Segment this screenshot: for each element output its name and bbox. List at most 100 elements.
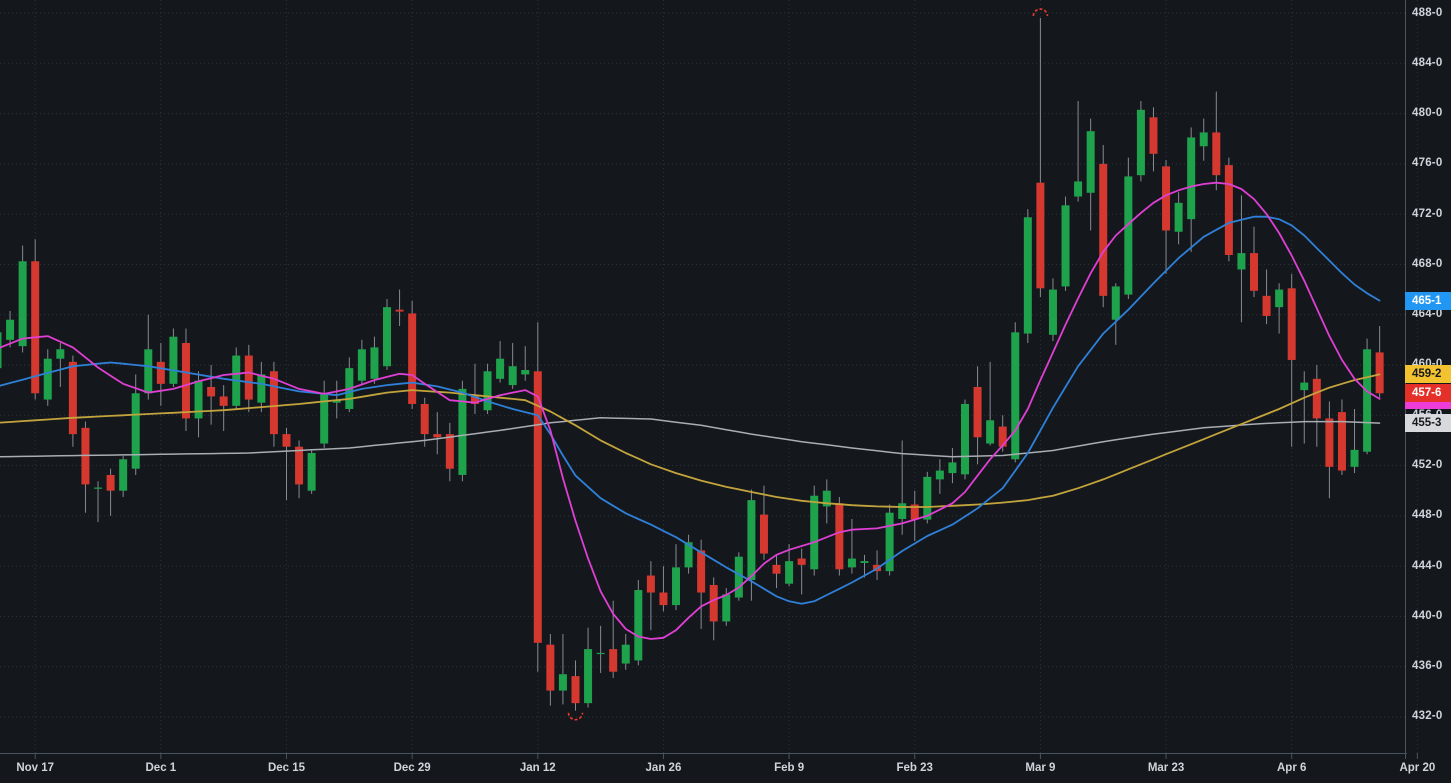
candle <box>106 468 115 516</box>
candle <box>986 361 995 446</box>
candle-body-up <box>144 349 153 394</box>
price-axis-label: 436-0 <box>1412 660 1443 673</box>
candle-body-up <box>1023 217 1032 334</box>
candle-body-up <box>822 490 831 507</box>
candle-body-down <box>1149 117 1158 154</box>
candle-body-up <box>961 403 970 475</box>
candle-body-down <box>433 434 442 438</box>
price-axis-label: 468-0 <box>1412 257 1443 270</box>
candle <box>1086 118 1095 231</box>
candle <box>94 481 103 523</box>
candle <box>533 322 542 672</box>
candle-body-down <box>295 446 304 485</box>
candle-body-up <box>1011 332 1020 460</box>
candle <box>546 634 555 706</box>
candle <box>747 489 756 601</box>
candle <box>697 539 706 629</box>
candle <box>307 449 316 494</box>
candle-body-up <box>885 512 894 572</box>
candle-body-up <box>131 393 140 469</box>
candle-body-up <box>672 567 681 606</box>
candle <box>1111 283 1120 345</box>
candle <box>584 627 593 708</box>
candle-body-down <box>1250 253 1258 291</box>
price-axis-label: 452-0 <box>1412 459 1443 472</box>
candle-body-up <box>43 358 52 400</box>
candle <box>847 518 856 574</box>
candle <box>935 459 944 494</box>
candle <box>1124 157 1133 299</box>
candle <box>759 485 768 560</box>
candle-body-down <box>973 386 982 438</box>
candle <box>68 355 77 447</box>
candle <box>169 328 178 387</box>
candle-body-up <box>923 476 932 520</box>
candle-body-up <box>621 644 630 664</box>
candle <box>194 371 203 438</box>
ma-blue-price-badge: 465-1 <box>1405 291 1451 310</box>
candle-body-up <box>558 674 567 691</box>
candle-body-up <box>6 319 15 340</box>
candle <box>1023 209 1032 343</box>
candle <box>659 566 668 612</box>
candle <box>0 332 2 369</box>
candle-body-up <box>320 393 329 444</box>
ma-yellow-price-badge: 459-2 <box>1405 365 1451 384</box>
candle <box>1350 408 1359 474</box>
candle <box>973 366 982 465</box>
candle-body-down <box>697 550 706 593</box>
candle-body-down <box>1325 418 1334 467</box>
candle-body-up <box>1174 202 1183 232</box>
candle <box>521 346 530 381</box>
candle <box>634 579 643 666</box>
price-axis-label: 448-0 <box>1412 509 1443 522</box>
candle <box>320 380 329 448</box>
candle-body-down <box>420 403 429 435</box>
ma-magenta-price-badge <box>1405 401 1451 410</box>
candle-body-up <box>948 462 957 474</box>
candle <box>420 397 429 447</box>
candle-body-up <box>1187 137 1196 220</box>
candle-body-up <box>1350 449 1359 467</box>
candle-body-down <box>646 575 655 593</box>
candle-body-up <box>332 399 341 403</box>
candle-body-down <box>244 355 253 400</box>
time-axis-label: Mar 9 <box>1025 762 1056 774</box>
price-axis[interactable]: 432-0436-0440-0444-0448-0452-0456-0460-0… <box>1405 0 1451 753</box>
candle-body-up <box>383 307 392 367</box>
candle <box>144 314 153 400</box>
candle-body-down <box>1337 412 1346 471</box>
ma-yellow <box>0 373 1381 508</box>
candle <box>1300 371 1309 444</box>
candle-body-down <box>533 371 542 643</box>
candle-body-up <box>935 470 944 480</box>
candle-body-down <box>219 396 228 406</box>
candle <box>1287 273 1296 447</box>
candle-body-up <box>722 594 731 622</box>
time-axis[interactable]: Nov 17 Dec 1 Dec 15 Dec 29 Jan 12 Jan 26 Feb 9… <box>0 753 1451 783</box>
candle <box>131 374 140 475</box>
candle-body-down <box>1312 378 1321 419</box>
candle-body-down <box>998 426 1007 447</box>
candle-body-up <box>1074 181 1083 197</box>
time-axis-label: Dec 15 <box>267 762 306 774</box>
candle <box>1136 100 1145 182</box>
candle <box>1061 196 1070 291</box>
price-axis-label: 488-0 <box>1412 6 1443 19</box>
candle-body-up <box>257 374 266 403</box>
candle <box>1212 91 1221 191</box>
candle-body-up <box>1275 289 1284 308</box>
last-price-badge: 457-6 <box>1405 384 1451 403</box>
candle-body-down <box>282 434 291 447</box>
candle <box>835 496 844 576</box>
candle-body-down <box>759 514 768 554</box>
candle <box>596 625 605 673</box>
candle <box>1011 322 1020 463</box>
candle <box>56 342 65 387</box>
price-axis-label: 440-0 <box>1412 609 1443 622</box>
candle-body-up <box>1363 349 1372 452</box>
candle-body-up <box>1136 109 1145 176</box>
price-axis-label: 444-0 <box>1412 559 1443 572</box>
